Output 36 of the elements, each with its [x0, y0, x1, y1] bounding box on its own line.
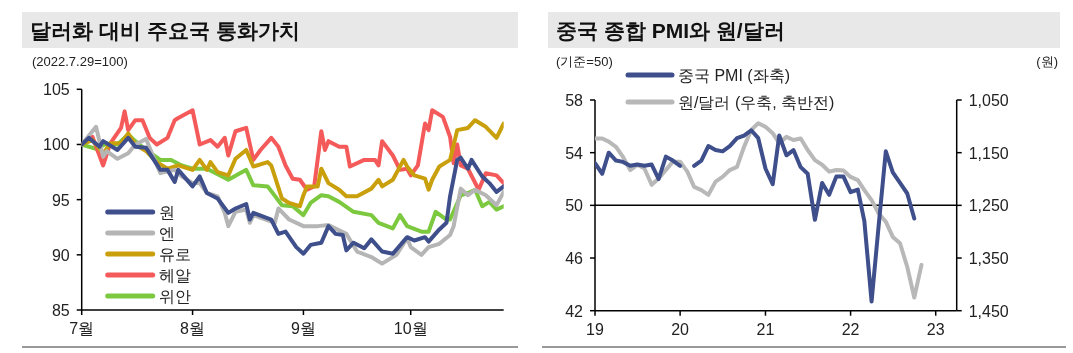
legend-label: 중국 PMI (좌축)	[678, 67, 790, 84]
x-tick-label: 21	[756, 320, 775, 338]
y2-axis-title: (원)	[1036, 54, 1058, 69]
x-tick-label: 22	[841, 320, 860, 338]
chart-title: 중국 종합 PMI와 원/달러	[556, 19, 785, 42]
y2-tick-label: 1,050	[968, 92, 1009, 109]
legend-label: 유로	[158, 246, 191, 263]
y-tick-label: 100	[43, 136, 70, 154]
y-tick-label: 90	[51, 246, 70, 264]
chart-title: 달러화 대비 주요국 통화가치	[30, 19, 300, 42]
y-tick-label: 105	[43, 81, 70, 99]
x-tick-label: 20	[671, 320, 690, 338]
legend-label: 원	[158, 204, 175, 221]
y-tick-label: 46	[565, 250, 584, 268]
x-tick-label: 19	[586, 320, 604, 338]
chart-subtitle: (2022.7.29=100)	[32, 54, 128, 69]
y-tick-label: 58	[565, 92, 584, 109]
legend-label: 엔	[158, 225, 175, 242]
x-tick-label: 9월	[290, 320, 316, 337]
y-tick-label: 54	[565, 144, 584, 162]
x-tick-label: 8월	[180, 320, 206, 337]
y2-tick-label: 1,150	[968, 144, 1009, 162]
y-tick-label: 42	[565, 302, 584, 320]
y-tick-label: 85	[51, 302, 70, 319]
legend-label: 위안	[158, 288, 191, 305]
legend-label: 헤알	[158, 267, 191, 284]
y2-tick-label: 1,450	[968, 302, 1009, 320]
y-tick-label: 95	[51, 191, 70, 209]
y-axis-title: (기준=50)	[556, 54, 613, 69]
y2-tick-label: 1,250	[968, 197, 1009, 215]
legend-label: 원/달러 (우축, 축반전)	[678, 94, 835, 111]
x-tick-label: 10월	[393, 320, 428, 337]
x-tick-label: 23	[926, 320, 945, 338]
y-tick-label: 50	[565, 197, 584, 215]
x-tick-label: 7월	[69, 320, 95, 337]
y2-tick-label: 1,350	[968, 250, 1009, 268]
